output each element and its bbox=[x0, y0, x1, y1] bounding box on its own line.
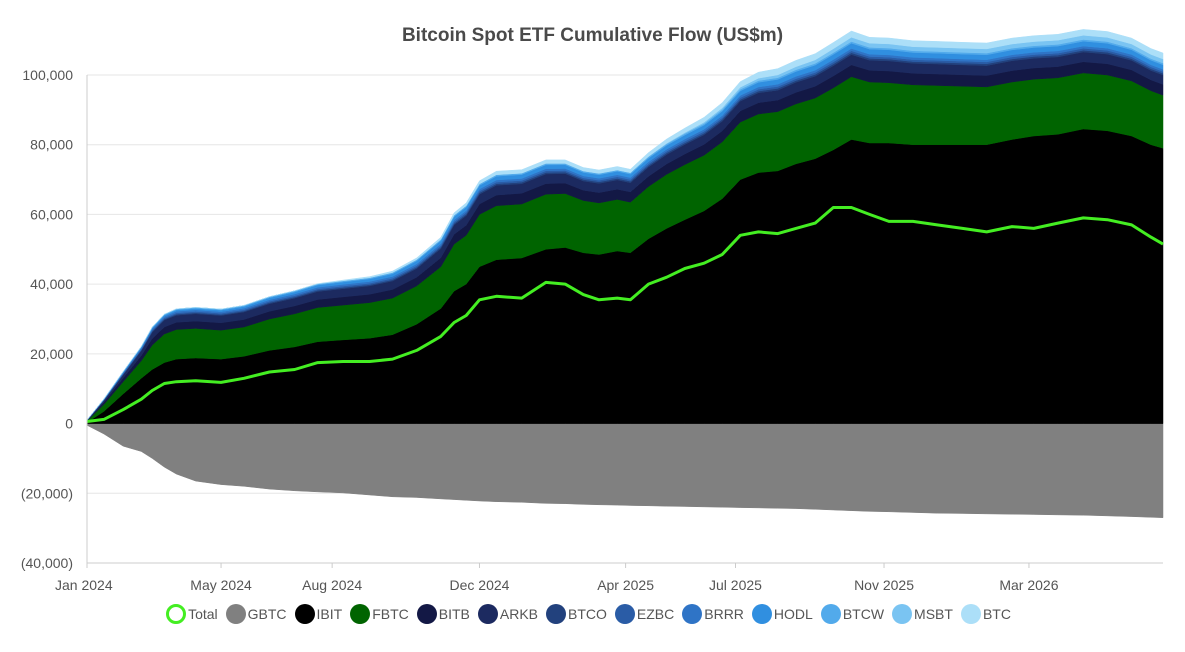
legend-label: MSBT bbox=[914, 606, 953, 622]
legend-item-bitb[interactable]: BITB bbox=[416, 604, 470, 624]
legend-item-brrr[interactable]: BRRR bbox=[682, 604, 744, 624]
legend-swatch bbox=[614, 604, 635, 624]
legend-swatch bbox=[225, 604, 246, 624]
y-axis-ticks: 100,000 80,000 60,000 40,000 20,000 0 (20,000)… bbox=[21, 67, 73, 571]
legend-label: BITB bbox=[438, 606, 470, 622]
x-tick-label: Nov 2025 bbox=[854, 577, 914, 593]
legend-swatch bbox=[751, 604, 772, 624]
x-tick-label: Mar 2026 bbox=[999, 577, 1058, 593]
x-axis-ticks: Jan 2024 May 2024 Aug 2024 Dec 2024 Apr 2025… bbox=[55, 563, 1059, 593]
legend: Total GBTC IBIT FBTC BITB ARKB BTCO EZBC BRRR HOD… bbox=[0, 604, 1185, 624]
legend-item-total[interactable]: Total bbox=[166, 604, 218, 624]
legend-label: BTCW bbox=[842, 606, 885, 622]
y-tick-label: 20,000 bbox=[30, 346, 73, 362]
y-tick-label: 80,000 bbox=[30, 137, 73, 153]
series-lines bbox=[86, 206, 1164, 423]
legend-label: BRRR bbox=[704, 606, 744, 622]
legend-swatch bbox=[416, 604, 437, 624]
axes bbox=[86, 75, 1163, 564]
y-tick-label: 60,000 bbox=[30, 206, 73, 222]
legend-swatch bbox=[166, 604, 187, 624]
y-tick-label: 0 bbox=[65, 416, 73, 432]
x-tick-label: Jul 2025 bbox=[709, 577, 762, 593]
legend-item-btco[interactable]: BTCO bbox=[546, 604, 607, 624]
chart-title: Bitcoin Spot ETF Cumulative Flow (US$m) bbox=[401, 25, 784, 46]
legend-swatch bbox=[294, 604, 315, 624]
legend-item-hodl[interactable]: HODL bbox=[751, 604, 813, 624]
y-tick-label: (20,000) bbox=[21, 485, 73, 501]
legend-label: GBTC bbox=[247, 606, 287, 622]
legend-label: ARKB bbox=[499, 606, 539, 622]
legend-item-msbt[interactable]: MSBT bbox=[892, 604, 953, 624]
x-tick-label: Jan 2024 bbox=[55, 577, 113, 593]
legend-item-gbtc[interactable]: GBTC bbox=[225, 604, 287, 624]
legend-swatch bbox=[960, 604, 981, 624]
y-tick-label: (40,000) bbox=[21, 555, 73, 571]
legend-label: BTCO bbox=[568, 606, 607, 622]
x-tick-label: Apr 2025 bbox=[597, 577, 654, 593]
area-gbtc bbox=[86, 423, 1164, 518]
x-tick-label: Dec 2024 bbox=[450, 577, 510, 593]
legend-item-fbtc[interactable]: FBTC bbox=[350, 604, 409, 624]
area-btc bbox=[86, 29, 1164, 421]
legend-swatch bbox=[682, 604, 703, 624]
legend-swatch bbox=[546, 604, 567, 624]
legend-swatch bbox=[350, 604, 371, 624]
legend-swatch bbox=[820, 604, 841, 624]
legend-item-ibit[interactable]: IBIT bbox=[294, 604, 343, 624]
line-total bbox=[86, 206, 1164, 423]
legend-item-btcw[interactable]: BTCW bbox=[820, 604, 885, 624]
x-tick-label: Aug 2024 bbox=[302, 577, 362, 593]
legend-item-btc[interactable]: BTC bbox=[960, 604, 1011, 624]
y-tick-label: 40,000 bbox=[30, 276, 73, 292]
legend-label: HODL bbox=[773, 606, 813, 622]
x-tick-label: May 2024 bbox=[190, 577, 252, 593]
series-areas bbox=[86, 29, 1164, 518]
legend-item-ezbc[interactable]: EZBC bbox=[614, 604, 675, 624]
legend-swatch bbox=[892, 604, 913, 624]
y-tick-label: 100,000 bbox=[22, 67, 73, 83]
legend-label: EZBC bbox=[636, 606, 675, 622]
legend-swatch bbox=[477, 604, 498, 624]
legend-label: BTC bbox=[982, 606, 1011, 622]
chart-canvas: 100,000 80,000 60,000 40,000 20,000 0 (20,000)… bbox=[21, 29, 1164, 593]
legend-item-arkb[interactable]: ARKB bbox=[477, 604, 539, 624]
legend-label: Total bbox=[188, 606, 218, 622]
legend-label: IBIT bbox=[316, 606, 343, 622]
legend-label: FBTC bbox=[372, 606, 409, 622]
